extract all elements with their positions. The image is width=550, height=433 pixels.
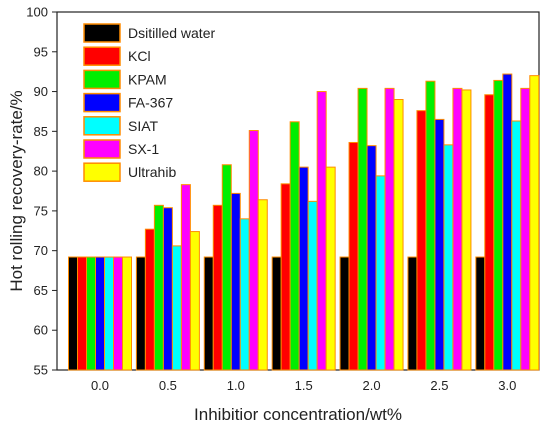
bar-fa-367-1.5 — [298, 166, 309, 371]
bar-dsitilled-water-3.0 — [475, 256, 486, 371]
bar-sx-1-2.5 — [452, 87, 463, 371]
y-tick-label: 90 — [34, 84, 48, 99]
bar-fa-367-2.0 — [366, 145, 377, 371]
bar-sx-1-2.0 — [384, 87, 395, 371]
bar-fa-367-3.0 — [502, 73, 513, 371]
bar-kcl-0.5 — [144, 228, 155, 371]
x-tick-label: 1.5 — [295, 378, 313, 393]
y-tick-label: 65 — [34, 283, 48, 298]
bar-kcl-3.0 — [484, 94, 495, 371]
bar-ultrahib-2.0 — [393, 99, 404, 371]
y-axis-title: Hot rolling recovery-rate/% — [7, 90, 26, 291]
legend-swatch — [83, 162, 121, 182]
bar-kcl-0.0 — [77, 256, 87, 371]
legend-label: SX-1 — [128, 141, 159, 157]
bar-ultrahib-0.0 — [122, 256, 132, 371]
x-tick-label: 3.0 — [498, 378, 516, 393]
y-tick-label: 60 — [34, 323, 48, 338]
y-tick-label: 70 — [34, 243, 48, 258]
legend-label: FA-367 — [128, 95, 173, 111]
bar-siat-3.0 — [511, 120, 522, 371]
legend-swatch — [83, 46, 121, 66]
bar-kpam-2.0 — [357, 87, 368, 371]
x-tick-label: 2.5 — [430, 378, 448, 393]
bar-kpam-1.5 — [289, 121, 300, 371]
bar-sx-1-1.5 — [316, 91, 327, 371]
bar-fa-367-2.5 — [434, 118, 445, 371]
x-tick-label: 0.5 — [159, 378, 177, 393]
bar-sx-1-0.0 — [113, 256, 123, 371]
legend-label: SIAT — [128, 118, 159, 134]
x-tick-label: 2.0 — [363, 378, 381, 393]
bar-kpam-0.5 — [153, 204, 164, 371]
bar-dsitilled-water-1.5 — [271, 256, 282, 371]
bar-siat-2.0 — [375, 175, 386, 371]
bar-kpam-2.5 — [425, 80, 436, 371]
bar-dsitilled-water-0.5 — [135, 256, 146, 371]
bar-kpam-3.0 — [493, 79, 504, 371]
bar-dsitilled-water-2.5 — [407, 256, 418, 371]
bar-siat-0.5 — [171, 245, 182, 371]
y-tick-label: 55 — [34, 363, 48, 378]
bar-dsitilled-water-0.0 — [68, 256, 78, 371]
bar-fa-367-1.0 — [230, 192, 241, 371]
bar-kcl-2.5 — [416, 110, 427, 371]
bar-sx-1-1.0 — [248, 130, 259, 371]
legend-swatch — [83, 92, 121, 113]
y-tick-label: 95 — [34, 44, 48, 59]
bar-siat-2.5 — [443, 144, 454, 371]
bar-kpam-1.0 — [221, 164, 232, 371]
x-axis-title: Inhibitior concentration/wt% — [194, 405, 402, 424]
legend: Dsitilled water KCl KPAM FA-367 SIAT SX-1 Ultr… — [83, 23, 215, 182]
y-axis: 55 60 65 70 75 80 85 90 95 100 — [26, 5, 57, 378]
bar-fa-367-0.0 — [95, 256, 105, 371]
bar-ultrahib-3.0 — [529, 75, 540, 371]
legend-swatch — [83, 69, 121, 90]
legend-label: Ultrahib — [128, 164, 176, 180]
bar-ultrahib-0.5 — [189, 231, 200, 371]
bar-kcl-1.5 — [280, 183, 291, 371]
x-axis: 0.0 0.5 1.0 1.5 2.0 2.5 3.0 — [91, 378, 516, 393]
y-tick-label: 80 — [34, 164, 48, 179]
bar-sx-1-0.5 — [180, 184, 191, 371]
bar-siat-1.0 — [239, 218, 250, 371]
y-tick-label: 100 — [26, 5, 48, 20]
legend-swatch — [83, 116, 121, 136]
bars-layer — [68, 73, 540, 371]
legend-label: KPAM — [128, 71, 167, 87]
bar-kcl-2.0 — [348, 141, 359, 371]
legend-label: Dsitilled water — [128, 25, 215, 41]
bar-kpam-0.0 — [86, 256, 96, 371]
legend-label: KCl — [128, 48, 151, 64]
legend-swatch — [83, 139, 121, 159]
y-tick-label: 75 — [34, 203, 48, 218]
bar-ultrahib-1.0 — [257, 199, 268, 371]
bar-kcl-1.0 — [212, 204, 223, 371]
bar-ultrahib-1.5 — [325, 166, 336, 371]
bar-ultrahib-2.5 — [461, 89, 472, 371]
x-tick-label: 0.0 — [91, 378, 109, 393]
bar-dsitilled-water-2.0 — [339, 256, 350, 371]
bar-fa-367-0.5 — [162, 207, 173, 371]
x-tick-label: 1.0 — [227, 378, 245, 393]
bar-siat-0.0 — [104, 256, 114, 371]
bar-siat-1.5 — [307, 200, 318, 371]
y-tick-label: 85 — [34, 124, 48, 139]
bar-dsitilled-water-1.0 — [203, 256, 214, 371]
bar-sx-1-3.0 — [520, 87, 531, 371]
legend-swatch — [83, 23, 121, 43]
